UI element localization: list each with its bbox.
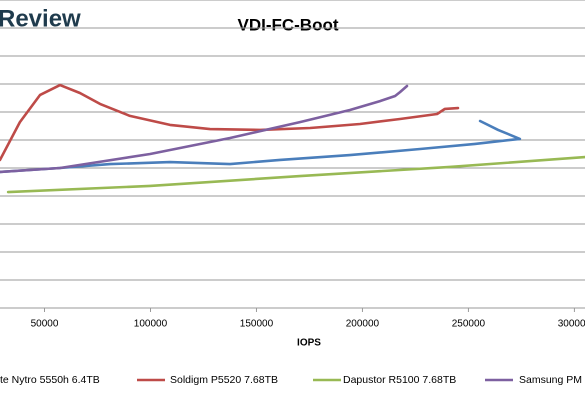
x-tick-label: 50000 <box>31 319 59 330</box>
x-tick-label: 300000 <box>558 319 585 330</box>
series-line <box>6 155 585 194</box>
x-tick-label: 150000 <box>240 319 274 330</box>
x-tick-label: 250000 <box>452 319 486 330</box>
legend-label: te Nytro 5550h 6.4TB <box>0 374 100 386</box>
chart-title: VDI-FC-Boot <box>237 15 338 34</box>
x-axis-label: IOPS <box>297 338 321 349</box>
legend-label: Soldigm P5520 7.68TB <box>170 374 278 386</box>
series-line <box>0 84 409 174</box>
x-tick-label: 200000 <box>346 319 380 330</box>
legend-label: Dapustor R5100 7.68TB <box>343 374 456 386</box>
series-line <box>0 83 460 162</box>
series-line <box>0 119 522 174</box>
x-tick-label: 100000 <box>134 319 168 330</box>
legend-label: Samsung PM <box>519 374 582 386</box>
